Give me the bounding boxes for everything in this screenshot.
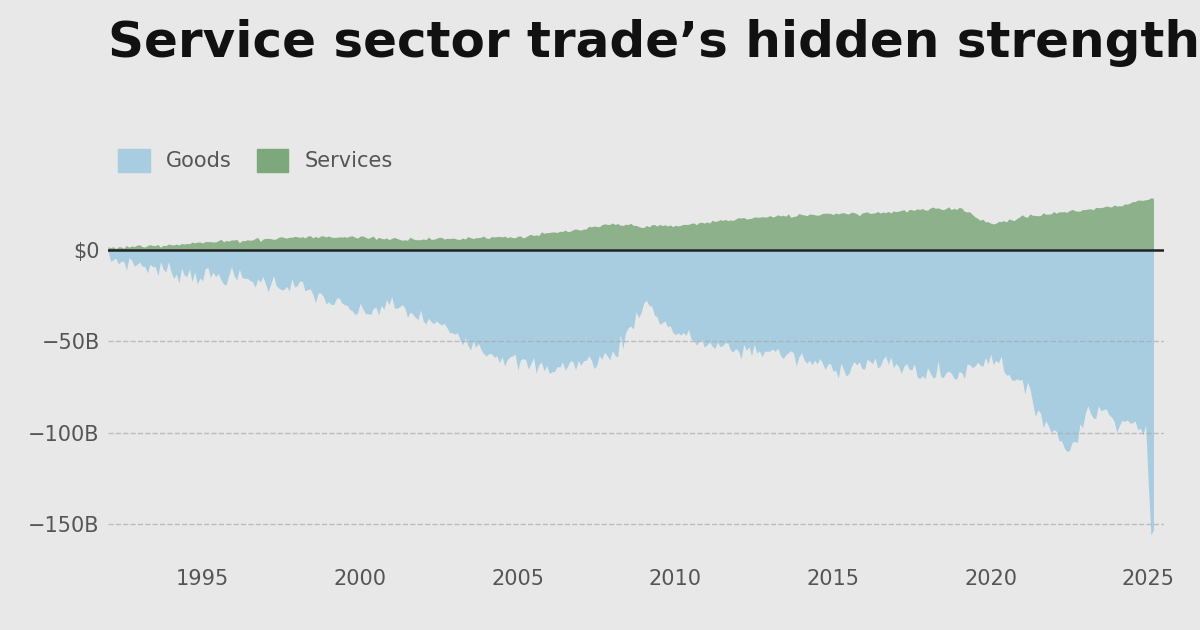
Legend: Goods, Services: Goods, Services <box>119 149 394 172</box>
Text: Service sector trade’s hidden strength: Service sector trade’s hidden strength <box>108 19 1200 67</box>
